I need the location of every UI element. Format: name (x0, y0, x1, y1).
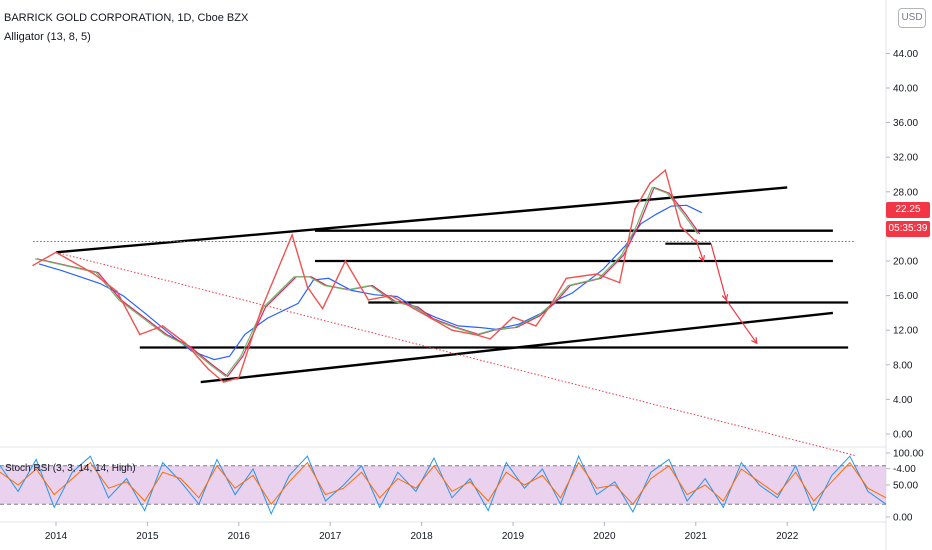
arrow-2 (725, 299, 758, 344)
price-tick-label-11: 40.00 (893, 84, 918, 95)
price-point-20 (474, 333, 476, 336)
time-tick-label-8: 2022 (776, 531, 799, 542)
drawing-tools-layer (33, 186, 856, 457)
price-point-9 (238, 376, 240, 379)
price-tick-label-5: 16.00 (893, 291, 918, 302)
arrow-1 (710, 243, 727, 301)
price-point-14 (344, 260, 347, 262)
price-point-6 (184, 342, 187, 344)
arrow-0 (695, 239, 704, 262)
stoch-rsi-axis: 0.00 50.00 100.00 (886, 449, 924, 524)
price-tick-label-9: 32.00 (893, 153, 918, 164)
time-tick-label-1: 2015 (136, 531, 159, 542)
price-point-27 (618, 281, 621, 284)
price-point-1 (55, 251, 57, 254)
price-tick-label-0: -4.00 (893, 464, 916, 475)
price-point-29 (649, 182, 651, 184)
stoch-rsi-d-line (0, 461, 887, 506)
time-axis[interactable]: 2014 2015 2016 2017 2018 2019 2020 2021 2022 (45, 522, 799, 542)
price-point-3 (116, 290, 118, 293)
bar-countdown-tag: 05:35:39 (886, 221, 930, 237)
alligator-jaw-line (38, 204, 703, 361)
price-point-28 (634, 208, 636, 210)
price-point-4 (138, 333, 141, 336)
price-tick-label-3: 8.00 (893, 360, 913, 371)
price-point-22 (512, 316, 514, 319)
time-tick-label-3: 2017 (319, 531, 342, 542)
price-point-30 (664, 169, 667, 171)
arrow-head-0 (698, 254, 705, 263)
arrow-head-2 (751, 337, 758, 345)
price-tick-label-8: 28.00 (893, 187, 918, 198)
price-series-layer (32, 168, 703, 383)
price-point-32 (695, 240, 697, 243)
price-point-11 (291, 234, 293, 236)
rsi-tick-label-1: 50.00 (893, 481, 918, 492)
price-point-13 (321, 307, 324, 310)
last-price-tag: 22.25 (886, 202, 930, 218)
price-point-8 (222, 381, 225, 383)
price-point-2 (93, 273, 95, 275)
time-tick-label-7: 2021 (685, 531, 708, 542)
price-point-24 (550, 303, 552, 306)
rsi-tick-label-0: 0.00 (893, 513, 913, 524)
price-point-15 (367, 299, 370, 301)
rsi-tick-label-2: 100.00 (893, 449, 924, 460)
price-point-26 (595, 273, 598, 275)
price-point-25 (565, 277, 568, 280)
price-point-5 (161, 325, 164, 327)
stoch-rsi-legend[interactable]: Stoch RSI (3, 3, 14, 14, High) (5, 463, 136, 474)
price-point-18 (428, 316, 431, 319)
time-tick-label-6: 2020 (593, 531, 616, 542)
time-tick-label-0: 2014 (45, 531, 68, 542)
price-tick-label-1: 0.00 (893, 430, 913, 441)
price-point-19 (451, 329, 453, 332)
price-point-31 (679, 225, 682, 228)
price-point-21 (489, 338, 491, 340)
alligator-lips-line (34, 186, 699, 378)
price-tick-label-12: 44.00 (893, 49, 918, 60)
indicator-legend[interactable]: Alligator (13, 8, 5) (4, 31, 91, 43)
price-tick-label-6: 20.00 (893, 257, 918, 268)
currency-button[interactable]: USD (898, 8, 926, 28)
price-point-0 (32, 264, 34, 267)
stoch-rsi-pane (0, 454, 887, 516)
price-point-10 (260, 307, 263, 310)
price-point-12 (306, 286, 309, 288)
price-line (32, 168, 697, 383)
price-axis[interactable]: -4.000.004.008.0012.0016.0020.0024.0028.… (886, 49, 918, 475)
price-point-7 (207, 368, 210, 370)
price-tick-label-10: 36.00 (893, 118, 918, 129)
symbol-title[interactable]: BARRICK GOLD CORPORATION, 1D, Cboe BZX (4, 12, 249, 24)
price-point-23 (535, 325, 537, 327)
price-point-17 (413, 307, 415, 310)
time-tick-label-2: 2016 (228, 531, 251, 542)
price-tick-label-4: 12.00 (893, 326, 918, 337)
price-tick-label-2: 4.00 (893, 395, 913, 406)
stoch-rsi-band (0, 465, 886, 505)
dotted-line-0 (55, 251, 856, 457)
time-tick-label-4: 2018 (410, 531, 433, 542)
time-tick-label-5: 2019 (502, 531, 525, 542)
price-point-16 (390, 294, 392, 297)
